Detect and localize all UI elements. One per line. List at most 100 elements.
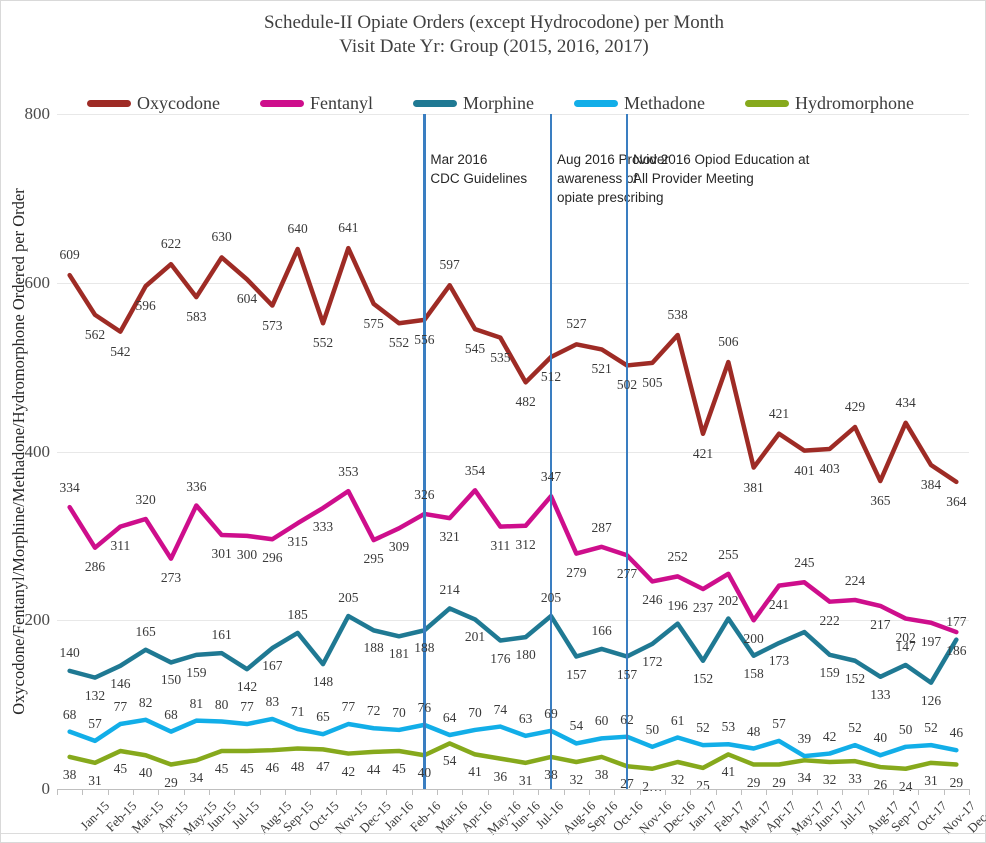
x-tick-mark — [361, 789, 362, 795]
legend-item-fentanyl[interactable]: Fentanyl — [259, 93, 373, 114]
plot-area: 0 200 400 600 800 Mar 2016 CDC Guidelines Aug… — [25, 104, 969, 798]
data-label: 31 — [88, 772, 102, 788]
legend-swatch-icon — [412, 99, 457, 107]
x-tick-mark — [741, 789, 742, 795]
data-label: 334 — [59, 480, 80, 496]
data-label: 552 — [312, 335, 334, 351]
data-label: 63 — [518, 710, 533, 726]
data-label: 132 — [84, 687, 106, 703]
y-tick-label: 200 — [24, 610, 51, 630]
data-label: 312 — [515, 536, 536, 552]
data-label: 32 — [569, 772, 584, 787]
legend-item-oxycodone[interactable]: Oxycodone — [87, 93, 220, 114]
data-label: 301 — [211, 546, 232, 562]
legend-item-methadone[interactable]: Methadone — [573, 93, 705, 114]
data-label: 68 — [62, 706, 77, 722]
data-label: 527 — [566, 316, 587, 332]
data-label: 161 — [211, 627, 232, 643]
data-label: 237 — [692, 600, 714, 616]
x-tick-mark — [614, 789, 616, 795]
data-label: 245 — [794, 555, 815, 571]
data-label: 506 — [718, 334, 739, 350]
data-label: 47 — [316, 759, 330, 775]
x-tick-mark — [513, 789, 514, 795]
data-label: 52 — [696, 720, 710, 736]
data-label: 29 — [164, 774, 178, 790]
x-tick-mark — [411, 789, 413, 795]
data-label: 126 — [920, 692, 942, 708]
data-label: 321 — [439, 529, 460, 545]
data-label: 45 — [113, 761, 128, 777]
legend-item-hydromorphone[interactable]: Hydromorphone — [744, 93, 914, 114]
data-label: 197 — [920, 633, 942, 649]
x-tick-mark — [867, 789, 869, 795]
data-label: 326 — [414, 486, 435, 502]
data-label: 609 — [59, 247, 80, 263]
bottom-rule — [1, 833, 986, 834]
x-tick-mark — [893, 789, 894, 795]
x-tick-mark — [183, 789, 185, 795]
data-label: 286 — [84, 558, 106, 574]
data-label: 76 — [417, 699, 432, 715]
data-label: 159 — [186, 664, 207, 680]
data-label: 333 — [312, 519, 334, 535]
data-label: 641 — [338, 220, 359, 236]
data-label: 538 — [667, 307, 688, 323]
data-label: 583 — [186, 309, 207, 325]
data-label: 545 — [464, 341, 486, 357]
data-label: 142 — [236, 679, 258, 695]
y-tick-label: 400 — [24, 441, 51, 461]
data-label: 69 — [544, 705, 558, 721]
data-label: 434 — [895, 394, 916, 410]
data-label: 300 — [236, 546, 258, 562]
data-label: 45 — [240, 761, 254, 777]
data-label: 421 — [692, 445, 714, 461]
legend-item-morphine[interactable]: Morphine — [412, 93, 534, 114]
data-label: 167 — [262, 658, 283, 674]
data-label: 364 — [946, 493, 967, 509]
data-label: 70 — [468, 704, 482, 720]
data-label: 32 — [670, 772, 685, 787]
data-label: 403 — [819, 460, 840, 476]
data-label: 562 — [84, 326, 106, 342]
x-tick-mark — [639, 789, 641, 795]
x-tick-mark — [209, 789, 210, 795]
data-label: 38 — [62, 766, 77, 782]
data-label: 48 — [290, 758, 305, 774]
data-label: 177 — [946, 613, 967, 629]
data-label: 33 — [848, 771, 862, 787]
gridline — [57, 620, 969, 622]
x-tick-mark — [715, 789, 717, 795]
data-label: 205 — [540, 590, 562, 606]
gridline — [57, 451, 969, 453]
data-label: 353 — [338, 464, 359, 480]
x-tick-mark — [310, 789, 312, 795]
data-label: 50 — [645, 721, 660, 737]
data-label: 165 — [135, 623, 156, 639]
x-tick-mark — [259, 789, 261, 795]
data-label: 62 — [620, 711, 634, 727]
series-line-morphine — [67, 606, 959, 685]
data-label: 38 — [594, 766, 609, 782]
x-tick-mark — [817, 789, 818, 795]
data-label: 57 — [88, 715, 102, 731]
data-label: 630 — [211, 229, 232, 245]
x-tick-mark — [158, 789, 160, 795]
series-line-hydromorphone — [67, 741, 959, 771]
data-label: 252 — [667, 549, 688, 565]
x-tick-mark — [82, 789, 84, 795]
data-label: 31 — [924, 772, 938, 788]
data-label: 217 — [870, 616, 891, 632]
x-tick-mark — [386, 789, 388, 795]
data-label: 61 — [670, 712, 685, 728]
legend-swatch-icon — [573, 99, 618, 107]
event-line-aug-2016-provider-awareness — [549, 114, 553, 789]
data-label: 200 — [743, 631, 764, 647]
data-label: 68 — [164, 706, 178, 722]
event-line-nov-2016-opiod-education — [625, 114, 629, 789]
data-label: 77 — [240, 699, 254, 715]
data-label: 147 — [895, 638, 916, 654]
data-label: 556 — [414, 331, 435, 347]
data-label: 77 — [113, 699, 128, 715]
